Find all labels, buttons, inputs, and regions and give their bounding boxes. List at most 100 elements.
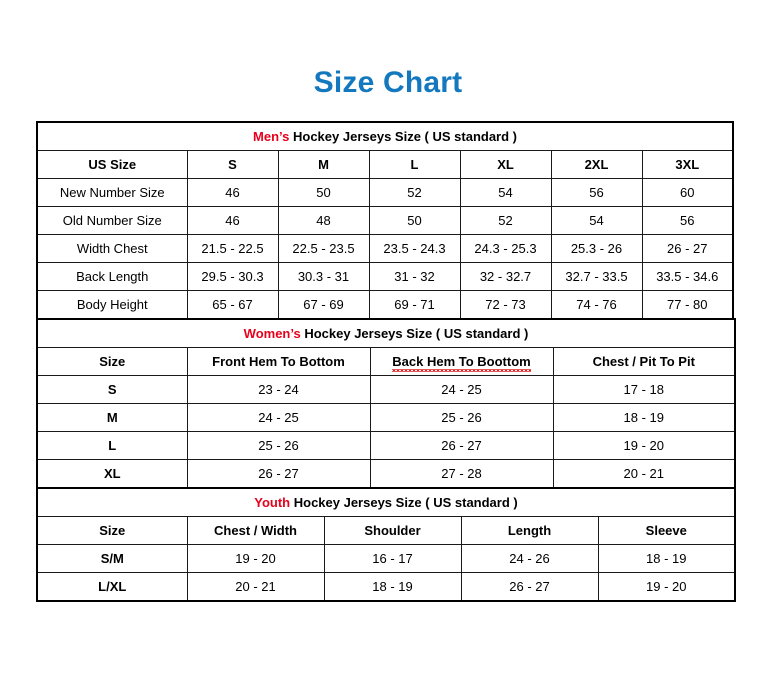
womens-banner-row: Women’s Hockey Jerseys Size ( US standar… <box>36 318 736 348</box>
youth-header-2: Shoulder <box>323 516 462 545</box>
youth-row-1-col-1: 18 - 19 <box>323 572 462 602</box>
mens-banner-accent: Men’s <box>253 129 290 144</box>
mens-header-4: XL <box>459 150 552 179</box>
size-chart-tables: Men’s Hockey Jerseys Size ( US standard … <box>36 121 737 602</box>
mens-row-0-col-1: 50 <box>277 178 370 207</box>
youth-header-row: Size Chest / Width Shoulder Length Sleev… <box>36 516 736 545</box>
mens-row-1-label: Old Number Size <box>36 206 188 235</box>
youth-size-table: Youth Hockey Jerseys Size ( US standard … <box>36 487 737 602</box>
womens-row-3-col-2: 20 - 21 <box>552 459 736 489</box>
mens-row-3-col-4: 32.7 - 33.5 <box>550 262 643 291</box>
mens-row-2-col-3: 24.3 - 25.3 <box>459 234 552 263</box>
mens-row-4-col-0: 65 - 67 <box>186 290 279 320</box>
womens-row-3-label: XL <box>36 459 188 489</box>
youth-section-banner: Youth Hockey Jerseys Size ( US standard … <box>36 487 736 517</box>
youth-row-0-col-2: 24 - 26 <box>460 544 599 573</box>
youth-header-3: Length <box>460 516 599 545</box>
mens-header-5: 2XL <box>550 150 643 179</box>
womens-row-1-label: M <box>36 403 188 432</box>
mens-row-3-col-5: 33.5 - 34.6 <box>641 262 734 291</box>
mens-row-0-label: New Number Size <box>36 178 188 207</box>
youth-row-1-col-3: 19 - 20 <box>597 572 736 602</box>
womens-row-3-col-0: 26 - 27 <box>186 459 371 489</box>
table-row: M 24 - 25 25 - 26 18 - 19 <box>36 403 736 432</box>
mens-row-1-col-3: 52 <box>459 206 552 235</box>
mens-size-table: Men’s Hockey Jerseys Size ( US standard … <box>36 121 735 320</box>
youth-banner-accent: Youth <box>254 495 291 510</box>
womens-row-1-col-2: 18 - 19 <box>552 403 736 432</box>
table-row: S 23 - 24 24 - 25 17 - 18 <box>36 375 736 404</box>
womens-header-1: Front Hem To Bottom <box>186 347 371 376</box>
womens-row-1-col-1: 25 - 26 <box>369 403 554 432</box>
mens-row-4-col-1: 67 - 69 <box>277 290 370 320</box>
mens-row-3-col-1: 30.3 - 31 <box>277 262 370 291</box>
mens-row-3-col-2: 31 - 32 <box>368 262 461 291</box>
womens-header-0: Size <box>36 347 188 376</box>
youth-row-1-col-2: 26 - 27 <box>460 572 599 602</box>
mens-header-0: US Size <box>36 150 188 179</box>
womens-banner-rest: Hockey Jerseys Size ( US standard ) <box>300 326 529 341</box>
mens-row-1-col-4: 54 <box>550 206 643 235</box>
mens-row-4-label: Body Height <box>36 290 188 320</box>
mens-banner-row: Men’s Hockey Jerseys Size ( US standard … <box>36 121 734 151</box>
table-row: S/M 19 - 20 16 - 17 24 - 26 18 - 19 <box>36 544 736 573</box>
womens-row-0-col-1: 24 - 25 <box>369 375 554 404</box>
womens-row-3-col-1: 27 - 28 <box>369 459 554 489</box>
womens-header-2-text: Back Hem To Boottom <box>392 354 532 372</box>
mens-header-2: M <box>277 150 370 179</box>
table-row: New Number Size 46 50 52 54 56 60 <box>36 178 734 207</box>
womens-row-0-col-0: 23 - 24 <box>186 375 371 404</box>
womens-row-1-col-0: 24 - 25 <box>186 403 371 432</box>
womens-row-2-label: L <box>36 431 188 460</box>
womens-size-table: Women’s Hockey Jerseys Size ( US standar… <box>36 318 736 489</box>
table-row: Old Number Size 46 48 50 52 54 56 <box>36 206 734 235</box>
youth-row-1-label: L/XL <box>36 572 188 602</box>
mens-section-banner: Men’s Hockey Jerseys Size ( US standard … <box>36 121 734 151</box>
mens-header-6: 3XL <box>641 150 734 179</box>
table-row: XL 26 - 27 27 - 28 20 - 21 <box>36 459 736 489</box>
youth-row-1-col-0: 20 - 21 <box>186 572 325 602</box>
youth-row-0-col-0: 19 - 20 <box>186 544 325 573</box>
youth-banner-row: Youth Hockey Jerseys Size ( US standard … <box>36 487 736 517</box>
mens-row-3-label: Back Length <box>36 262 188 291</box>
mens-header-3: L <box>368 150 461 179</box>
youth-header-0: Size <box>36 516 188 545</box>
womens-section-banner: Women’s Hockey Jerseys Size ( US standar… <box>36 318 736 348</box>
mens-row-1-col-1: 48 <box>277 206 370 235</box>
mens-row-4-col-2: 69 - 71 <box>368 290 461 320</box>
youth-row-0-col-1: 16 - 17 <box>323 544 462 573</box>
table-row: Back Length 29.5 - 30.3 30.3 - 31 31 - 3… <box>36 262 734 291</box>
youth-row-0-label: S/M <box>36 544 188 573</box>
mens-row-4-col-4: 74 - 76 <box>550 290 643 320</box>
womens-header-row: Size Front Hem To Bottom Back Hem To Boo… <box>36 347 736 376</box>
mens-header-1: S <box>186 150 279 179</box>
youth-banner-rest: Hockey Jerseys Size ( US standard ) <box>290 495 518 510</box>
mens-row-2-col-5: 26 - 27 <box>641 234 734 263</box>
womens-row-2-col-0: 25 - 26 <box>186 431 371 460</box>
mens-row-2-col-0: 21.5 - 22.5 <box>186 234 279 263</box>
mens-row-0-col-2: 52 <box>368 178 461 207</box>
womens-header-3: Chest / Pit To Pit <box>552 347 736 376</box>
mens-row-3-col-3: 32 - 32.7 <box>459 262 552 291</box>
table-row: Body Height 65 - 67 67 - 69 69 - 71 72 -… <box>36 290 734 320</box>
mens-row-0-col-5: 60 <box>641 178 734 207</box>
youth-row-0-col-3: 18 - 19 <box>597 544 736 573</box>
mens-row-0-col-4: 56 <box>550 178 643 207</box>
mens-banner-rest: Hockey Jerseys Size ( US standard ) <box>289 129 517 144</box>
mens-row-2-col-1: 22.5 - 23.5 <box>277 234 370 263</box>
mens-header-row: US Size S M L XL 2XL 3XL <box>36 150 734 179</box>
womens-row-0-label: S <box>36 375 188 404</box>
table-row: L 25 - 26 26 - 27 19 - 20 <box>36 431 736 460</box>
mens-row-4-col-5: 77 - 80 <box>641 290 734 320</box>
mens-row-3-col-0: 29.5 - 30.3 <box>186 262 279 291</box>
mens-row-4-col-3: 72 - 73 <box>459 290 552 320</box>
womens-row-2-col-1: 26 - 27 <box>369 431 554 460</box>
youth-header-4: Sleeve <box>597 516 736 545</box>
mens-row-1-col-5: 56 <box>641 206 734 235</box>
table-row: Width Chest 21.5 - 22.5 22.5 - 23.5 23.5… <box>36 234 734 263</box>
page-title: Size Chart <box>313 66 463 99</box>
table-row: L/XL 20 - 21 18 - 19 26 - 27 19 - 20 <box>36 572 736 602</box>
mens-row-2-col-4: 25.3 - 26 <box>550 234 643 263</box>
womens-banner-accent: Women’s <box>243 326 301 341</box>
